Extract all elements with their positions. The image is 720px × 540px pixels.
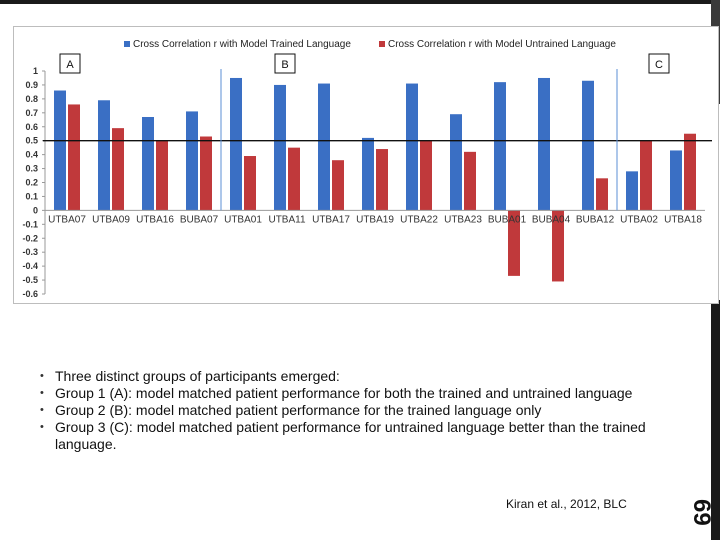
group-label: B — [281, 59, 288, 71]
group-label-box — [648, 53, 670, 74]
category-label: UTBA07 — [48, 214, 86, 225]
bar — [112, 128, 124, 211]
bar — [450, 114, 462, 211]
y-tick-label: 0.4 — [25, 150, 38, 160]
legend-swatch — [379, 41, 385, 47]
bullet-list: Three distinct groups of participants em… — [40, 368, 700, 453]
category-label: UTBA16 — [136, 214, 174, 225]
bullet-item: Group 1 (A): model matched patient perfo… — [40, 385, 700, 402]
bar — [244, 156, 256, 211]
category-label: UTBA17 — [312, 214, 350, 225]
category-label: BUBA01 — [488, 214, 527, 225]
y-tick-label: 0.7 — [25, 108, 38, 118]
bar — [376, 149, 388, 211]
bar — [582, 80, 594, 211]
category-label: UTBA09 — [92, 214, 130, 225]
category-label: UTBA02 — [620, 214, 658, 225]
bar — [596, 178, 608, 211]
bullet-item: Three distinct groups of participants em… — [40, 368, 700, 385]
category-label: UTBA18 — [664, 214, 702, 225]
y-tick-label: 0.8 — [25, 94, 38, 104]
bar — [288, 147, 300, 211]
bar — [670, 150, 682, 211]
bar — [626, 171, 638, 211]
y-tick-label: 0.1 — [25, 191, 38, 201]
chart-panel: Cross Correlation r with Model Trained L… — [13, 26, 719, 304]
group-label: A — [66, 59, 74, 71]
y-tick-label: 0.9 — [25, 80, 38, 90]
bar — [274, 84, 286, 211]
y-tick-label: -0.6 — [22, 289, 38, 299]
bar — [508, 210, 520, 276]
legend-swatch — [124, 41, 130, 47]
y-tick-label: 0 — [33, 205, 38, 215]
bar — [552, 210, 564, 282]
category-label: BUBA07 — [180, 214, 219, 225]
category-label: UTBA19 — [356, 214, 394, 225]
slide-number: 69 — [688, 499, 715, 526]
bar — [186, 111, 198, 211]
bar — [54, 90, 66, 211]
bar — [98, 100, 110, 211]
citation: Kiran et al., 2012, BLC — [506, 497, 627, 511]
bar — [332, 160, 344, 211]
category-label: UTBA22 — [400, 214, 438, 225]
bullet-item: Group 2 (B): model matched patient perfo… — [40, 402, 700, 419]
bar — [68, 104, 80, 211]
legend-label: Cross Correlation r with Model Untrained… — [388, 39, 616, 50]
slide-right-border-lower — [711, 300, 720, 540]
y-tick-label: 1 — [33, 66, 38, 76]
y-tick-label: -0.2 — [22, 233, 38, 243]
y-tick-label: 0.3 — [25, 164, 38, 174]
bar — [464, 151, 476, 211]
bullet-item: Group 3 (C): model matched patient perfo… — [40, 419, 700, 453]
bar — [200, 136, 212, 211]
y-tick-label: 0.6 — [25, 122, 38, 132]
category-label: UTBA11 — [268, 214, 305, 225]
bar — [406, 83, 418, 211]
group-label-box — [59, 53, 81, 74]
bar — [420, 140, 432, 211]
y-tick-label: -0.4 — [22, 261, 38, 271]
y-tick-label: 0.5 — [25, 136, 38, 146]
bar — [230, 77, 242, 211]
bar-chart: Cross Correlation r with Model Trained L… — [22, 39, 712, 299]
category-label: BUBA12 — [576, 214, 615, 225]
slide-top-border — [0, 0, 720, 4]
bar — [494, 82, 506, 211]
bar — [156, 140, 168, 211]
bar — [318, 83, 330, 211]
group-label: C — [655, 59, 663, 71]
category-label: BUBA04 — [532, 214, 571, 225]
bar — [684, 133, 696, 211]
bar — [142, 116, 154, 211]
legend-label: Cross Correlation r with Model Trained L… — [133, 39, 351, 50]
bar — [362, 137, 374, 211]
bar — [538, 77, 550, 211]
bar — [640, 140, 652, 211]
y-tick-label: -0.5 — [22, 275, 38, 285]
category-label: UTBA23 — [444, 214, 482, 225]
category-label: UTBA01 — [224, 214, 262, 225]
y-tick-label: 0.2 — [25, 178, 38, 188]
group-label-box — [274, 53, 296, 74]
y-tick-label: -0.3 — [22, 247, 38, 257]
y-tick-label: -0.1 — [22, 219, 38, 229]
